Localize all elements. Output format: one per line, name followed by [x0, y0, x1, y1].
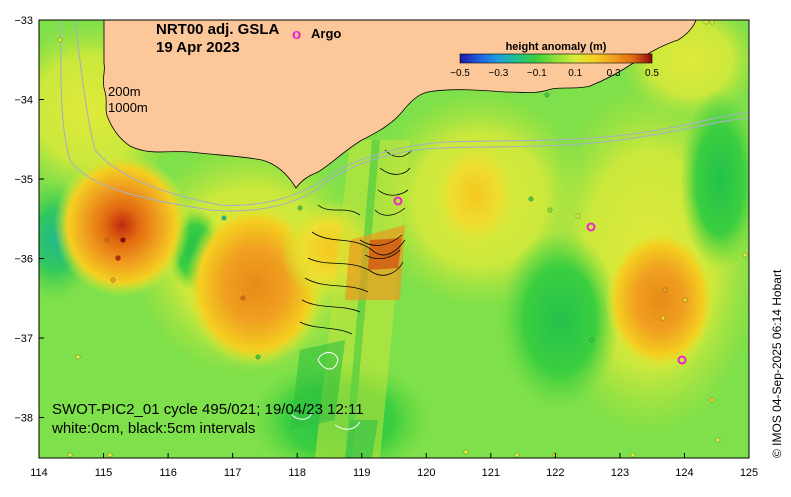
observation-dots — [57, 20, 748, 458]
map-title: NRT00 adj. GSLA — [156, 21, 280, 38]
y-tick-label: −37 — [14, 333, 33, 345]
y-tick-label: −34 — [14, 95, 33, 107]
y-tick-label: −38 — [14, 413, 33, 425]
x-tick-label: 121 — [482, 467, 500, 479]
swot-contours-black — [299, 149, 413, 335]
swot-contours-white — [291, 352, 361, 430]
title-block: NRT00 adj. GSLA 19 Apr 2023 — [156, 21, 280, 56]
argo-legend-label: Argo — [311, 26, 341, 41]
negative-anomaly — [500, 230, 620, 410]
negative-anomaly — [680, 90, 749, 270]
argo-legend-marker: o — [292, 26, 301, 43]
colorbar: height anomaly (m) −0.5 −0.3 −0.1 0.1 0.3 0.5 — [450, 41, 659, 79]
warm-eddy — [605, 230, 715, 370]
x-tick-label: 124 — [675, 467, 693, 479]
colorbar-tick-label: 0.3 — [607, 68, 621, 79]
x-tick-label: 116 — [159, 467, 177, 479]
x-tick-label: 122 — [546, 467, 564, 479]
colorbar-tick-label: −0.5 — [450, 68, 470, 79]
y-tick-label: −33 — [14, 15, 33, 27]
isobath-lines — [59, 20, 749, 212]
colorbar-tick-label: −0.3 — [489, 68, 509, 79]
colorbar-title: height anomaly (m) — [506, 41, 607, 53]
y-tick-label: −36 — [14, 254, 33, 266]
y-tick-label: −35 — [14, 174, 33, 186]
x-tick-label: 115 — [95, 467, 113, 479]
swot-caption: SWOT-PIC2_01 cycle 495/021; 19/04/23 12:… — [52, 401, 364, 418]
argo-legend: o Argo — [292, 26, 341, 43]
x-tick-label: 119 — [353, 467, 371, 479]
sla-field: NRT00 adj. GSLA 19 Apr 2023 o Argo 200m … — [39, 20, 749, 458]
colorbar-tick-label: −0.1 — [527, 68, 547, 79]
x-tick-label: 125 — [740, 467, 758, 479]
isobath-1000m-label: 1000m — [108, 100, 148, 115]
argo-float-marker[interactable] — [677, 355, 687, 365]
x-tick-label: 123 — [611, 467, 629, 479]
y-axis: −33 −34 −35 −36 −37 −38 — [14, 15, 44, 425]
colorbar-ticks: −0.5 −0.3 −0.1 0.1 0.3 0.5 — [450, 68, 659, 79]
x-tick-label: 114 — [30, 467, 48, 479]
x-axis: 114 115 116 117 118 119 120 121 122 123 124 125 — [30, 453, 758, 479]
x-tick-label: 120 — [417, 467, 435, 479]
warm-eddy — [54, 153, 190, 297]
argo-floats — [393, 196, 687, 365]
map-date: 19 Apr 2023 — [156, 39, 240, 56]
plot-frame — [38, 19, 750, 459]
contour-caption: white:0cm, black:5cm intervals — [51, 420, 255, 437]
colorbar-tick-label: 0.1 — [568, 68, 582, 79]
credit-text: © IMOS 04-Sep-2025 06:14 Hobart — [770, 269, 784, 458]
isobath-200m-label: 200m — [108, 84, 141, 99]
swot-swath — [290, 140, 413, 458]
warm-eddy — [430, 137, 520, 253]
colorbar-tick-label: 0.5 — [645, 68, 659, 79]
colorbar-scale — [459, 53, 653, 64]
x-tick-label: 117 — [224, 467, 242, 479]
argo-float-marker[interactable] — [393, 196, 403, 206]
x-tick-label: 118 — [288, 467, 306, 479]
argo-float-marker[interactable] — [586, 222, 596, 232]
